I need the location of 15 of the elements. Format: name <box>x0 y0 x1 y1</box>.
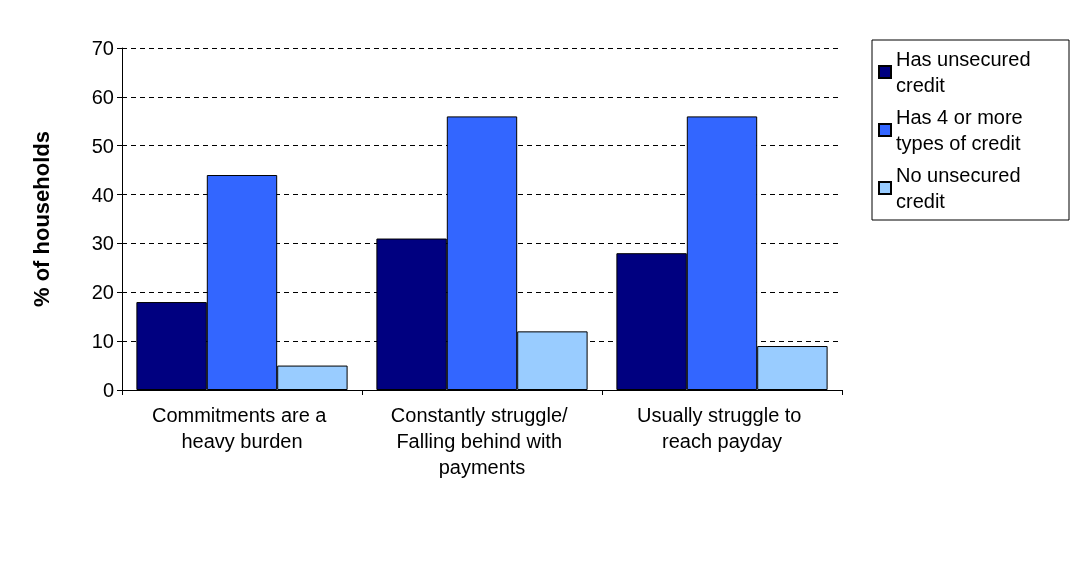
y-axis-title: % of households <box>28 131 54 307</box>
y-tick-label: 40 <box>91 183 114 206</box>
y-tick-label: 20 <box>91 281 114 304</box>
x-tick-label: Commitments are a heavy burden <box>151 404 333 452</box>
y-tick-label: 60 <box>91 85 114 108</box>
x-tick-label: Constantly struggle/ Falling behind with payments <box>390 404 574 478</box>
y-tick-label: 30 <box>91 232 114 255</box>
y-tick-label: 10 <box>91 330 114 353</box>
y-tick-label: 0 <box>102 379 114 401</box>
y-tick-label: 70 <box>91 37 114 59</box>
legend-label: Has 4 or more types of credit <box>896 106 1029 154</box>
legend-label: Has unsecured credit <box>896 48 1037 96</box>
legend-label: No unsecured credit <box>896 164 1027 212</box>
y-tick-label: 50 <box>91 134 114 157</box>
x-tick-label: Usually struggle to reach payday <box>636 404 808 452</box>
